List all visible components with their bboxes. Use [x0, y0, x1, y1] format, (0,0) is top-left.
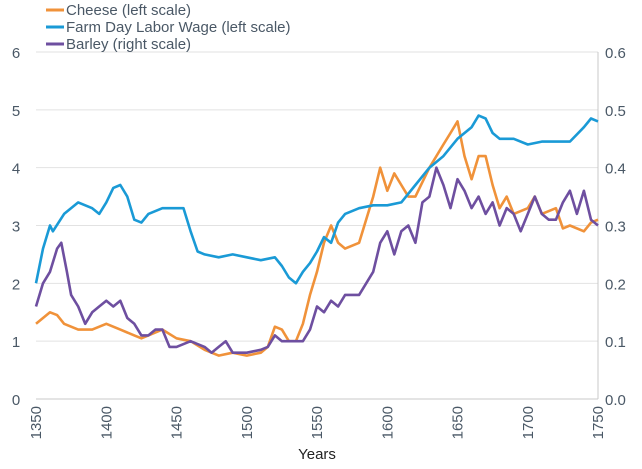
right-y-tick-label: 0.2 — [605, 276, 626, 293]
series-lines — [34, 114, 599, 357]
right-y-tick-label: 0.4 — [605, 161, 626, 178]
x-tick-label: 1550 — [309, 406, 326, 439]
barley-line — [34, 166, 599, 354]
gridlines — [36, 51, 598, 400]
right-y-tick-label: 0.1 — [605, 334, 626, 351]
farm-day-labor-wage-legend-label: Farm Day Labor Wage (left scale) — [66, 19, 291, 36]
cheese-legend-label: Cheese (left scale) — [66, 2, 191, 19]
left-y-tick-label: 5 — [12, 103, 20, 120]
left-y-tick-label: 4 — [12, 161, 20, 178]
x-tick-label: 1400 — [98, 406, 115, 439]
barley-legend-label: Barley (right scale) — [66, 36, 191, 53]
x-tick-label: 1600 — [379, 406, 396, 439]
left-y-tick-label: 2 — [12, 276, 20, 293]
left-y-tick-label: 3 — [12, 219, 20, 236]
right-y-tick-label: 0.5 — [605, 103, 626, 120]
x-tick-label: 1750 — [590, 406, 607, 439]
left-y-tick-label: 1 — [12, 334, 20, 351]
x-tick-label: 1650 — [450, 406, 467, 439]
right-y-axis: 0.0 0.1 0.2 0.3 0.4 0.5 0.6 — [597, 45, 626, 409]
legend: Cheese (left scale)Farm Day Labor Wage (… — [46, 2, 291, 53]
right-y-tick-label: 0.0 — [605, 392, 626, 409]
right-y-tick-label: 0.6 — [605, 45, 626, 62]
x-axis: 1350 1400 1450 1500 1550 1600 1650 1700 1750 — [28, 406, 607, 439]
left-y-axis: 0 1 2 3 4 5 6 — [12, 45, 20, 409]
cheese-line — [35, 120, 599, 357]
x-tick-label: 1450 — [169, 406, 186, 439]
left-y-tick-label: 0 — [12, 392, 20, 409]
farm-day-labor-wage-line — [34, 114, 599, 285]
right-y-tick-label: 0.3 — [605, 219, 626, 236]
x-tick-label: 1500 — [239, 406, 256, 439]
x-tick-label: 1350 — [28, 406, 45, 439]
left-y-tick-label: 6 — [12, 45, 20, 62]
x-axis-label: Years — [298, 446, 336, 463]
x-tick-label: 1700 — [520, 406, 537, 439]
